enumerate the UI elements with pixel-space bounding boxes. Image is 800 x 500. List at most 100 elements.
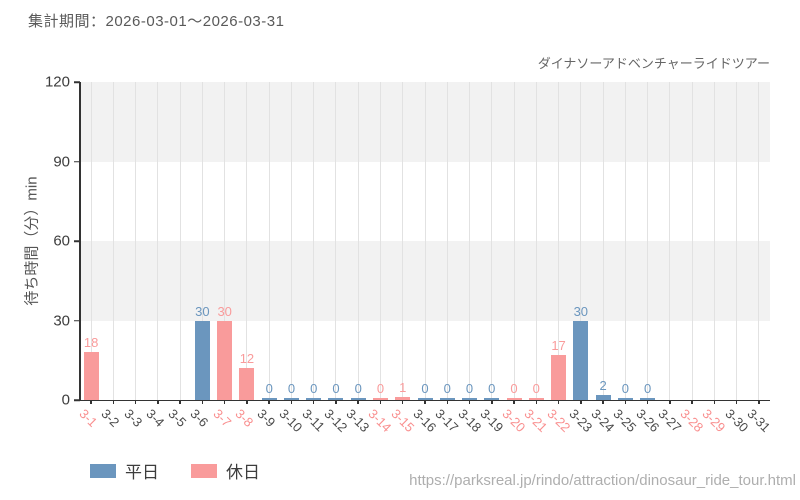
bar-value-label: 0: [510, 381, 518, 396]
grid-line: [379, 82, 381, 400]
grid-line: [268, 82, 270, 400]
legend-label-holiday: 休日: [226, 463, 260, 482]
x-tick-label: 3-27: [655, 406, 685, 436]
grid-line: [713, 82, 715, 400]
bar-weekday-3-17: [439, 398, 455, 400]
x-tick-label: 3-14: [365, 406, 395, 436]
bar-weekday-3-9: [261, 398, 277, 400]
grid-line: [491, 82, 493, 400]
plot-area: 18 30 30 12 0 0 0 0 0 0 1 0 0 0 0 0 0 17 30 2 0 0: [79, 82, 770, 401]
y-tick-label: 120: [44, 73, 70, 91]
bar-value-label: 0: [376, 381, 385, 396]
x-tick-label: 3-22: [543, 406, 573, 436]
x-tick: [735, 400, 738, 404]
x-tick: [112, 400, 115, 404]
x-tick: [646, 400, 649, 404]
source-url: https://parksreal.jp/rindo/attraction/di…: [409, 472, 796, 489]
grid-line: [290, 82, 292, 400]
bar-weekday-3-19: [484, 398, 500, 400]
x-tick: [602, 400, 604, 404]
grid-line: [135, 82, 137, 400]
x-tick: [624, 400, 627, 404]
attraction-title: ダイナソーアドベンチャーライドツアー: [537, 56, 770, 71]
legend-label-weekday: 平日: [125, 463, 159, 482]
y-tick: [74, 240, 80, 242]
bar-value-label: 0: [354, 381, 362, 396]
x-tick-label: 3-28: [677, 406, 707, 436]
x-tick-label: 3-24: [588, 406, 618, 436]
legend-item-holiday[interactable]: 休日: [191, 458, 260, 483]
bar-value-label: 30: [195, 303, 210, 319]
bar-weekday-3-16: [417, 398, 433, 400]
bar-value-label: 0: [287, 381, 296, 396]
y-tick: [74, 160, 80, 163]
bar-value-label: 0: [621, 381, 629, 396]
x-tick-label: 3-17: [432, 406, 462, 436]
x-tick: [491, 400, 493, 404]
x-tick-label: 3-25: [610, 406, 640, 436]
x-tick: [691, 400, 693, 404]
x-tick-label: 3-29: [699, 406, 729, 436]
grid-line: [90, 82, 92, 400]
x-tick: [179, 400, 181, 404]
x-tick-label: 3-5: [165, 406, 190, 430]
grid-line: [446, 82, 448, 400]
bar-holiday-3-21: [528, 398, 544, 400]
y-tick-label: 0: [61, 391, 70, 409]
bar-weekday-3-6: [194, 320, 210, 400]
bar-holiday-3-7: [217, 320, 233, 400]
bar-value-label: 30: [217, 303, 232, 319]
legend-item-weekday[interactable]: 平日: [90, 458, 159, 483]
bar-value-label: 12: [239, 351, 255, 367]
x-tick: [90, 400, 92, 404]
grid-line: [402, 82, 404, 400]
y-tick-label: 30: [53, 312, 70, 329]
x-tick-label: 3-21: [521, 406, 551, 436]
grid-line: [224, 82, 226, 400]
bar-value-label: 0: [332, 381, 340, 396]
bar-weekday-3-10: [283, 398, 299, 400]
grid-line: [201, 82, 203, 400]
bar-value-label: 0: [310, 381, 318, 396]
grid-line: [758, 82, 760, 400]
grid-line: [357, 82, 359, 400]
y-tick: [74, 399, 80, 401]
x-tick: [246, 400, 248, 404]
x-tick-label: 3-11: [299, 406, 328, 435]
bar-weekday-3-25: [617, 398, 633, 400]
x-tick-label: 3-18: [454, 406, 484, 436]
x-tick: [669, 400, 671, 404]
grid-line: [112, 82, 114, 400]
x-tick-label: 3-31: [744, 406, 774, 436]
bar-value-label: 0: [488, 381, 496, 396]
x-tick-label: 3-8: [232, 406, 257, 430]
y-tick: [74, 319, 80, 322]
y-tick-label: 60: [53, 232, 70, 250]
grid-line: [669, 82, 671, 400]
bar-value-label: 17: [551, 337, 566, 353]
x-tick: [468, 400, 471, 404]
grid-line: [335, 82, 337, 400]
grid-line: [602, 82, 604, 400]
x-tick: [379, 400, 382, 404]
x-tick-label: 3-16: [410, 406, 440, 436]
legend: 平日 休日: [90, 458, 260, 483]
bar-value-label: 0: [643, 381, 652, 396]
aggregation-period-label: 集計期間：2026-03-01～2026-03-31: [28, 13, 285, 30]
x-tick-label: 3-10: [276, 406, 306, 436]
bar-weekday-3-24: [595, 394, 611, 400]
x-tick-label: 3-6: [187, 406, 212, 430]
x-tick: [268, 400, 270, 404]
grid-line: [580, 82, 582, 400]
x-tick-label: 3-9: [254, 406, 279, 430]
bar-holiday-3-20: [506, 398, 522, 400]
bar-value-label: 18: [83, 335, 99, 351]
bar-value-label: 0: [532, 381, 540, 396]
x-tick: [513, 400, 515, 404]
x-tick: [535, 400, 538, 404]
bar-weekday-3-12: [328, 398, 344, 400]
x-tick: [557, 400, 560, 404]
bar-value-label: 0: [265, 381, 273, 396]
x-tick-label: 3-19: [477, 406, 507, 436]
